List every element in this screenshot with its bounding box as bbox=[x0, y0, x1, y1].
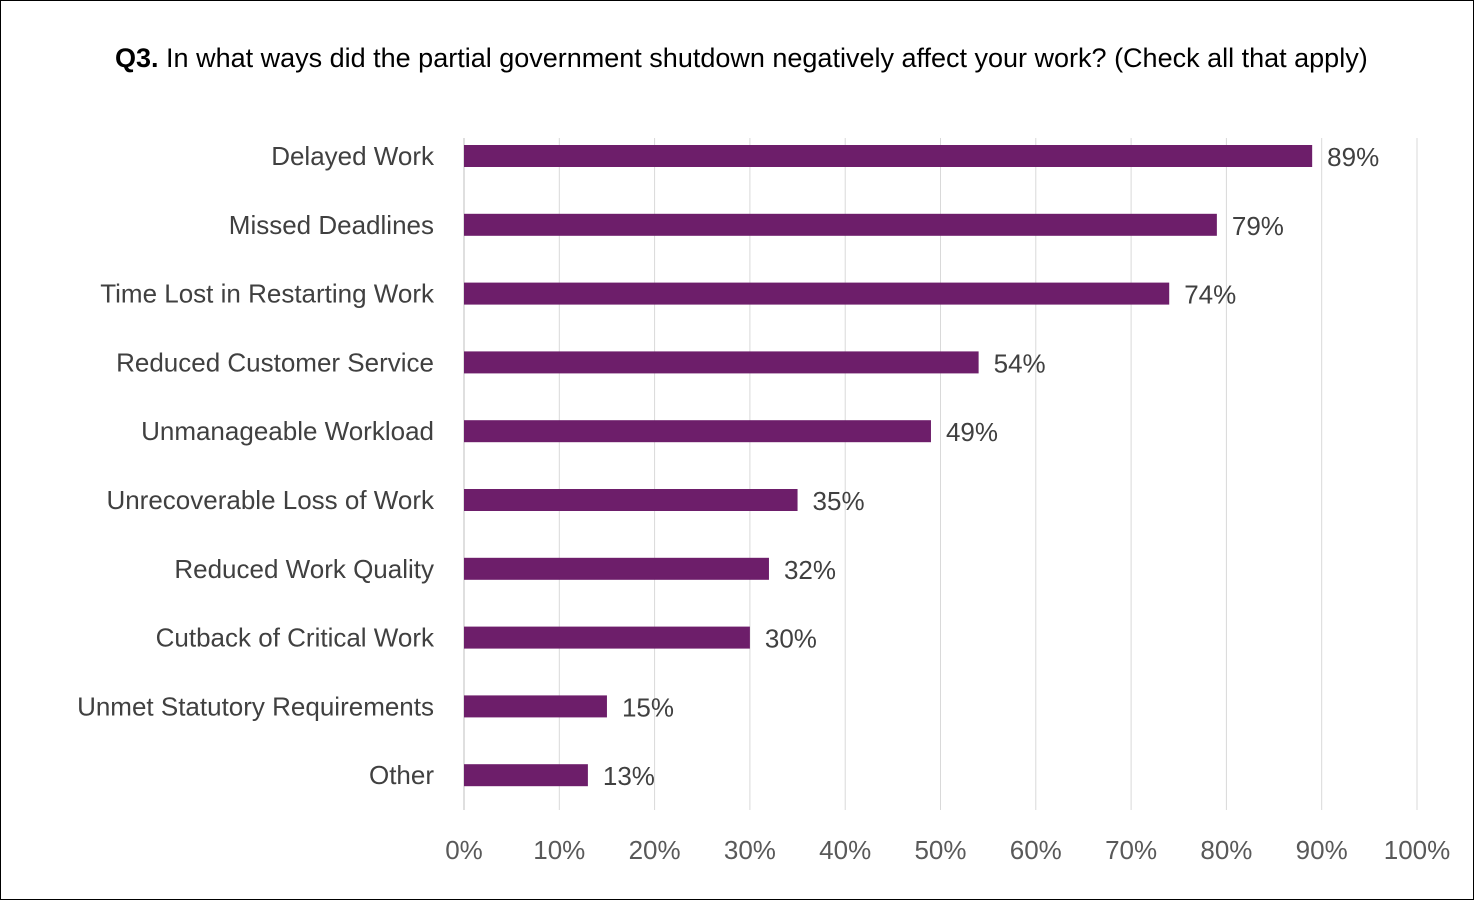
category-label: Reduced Customer Service bbox=[116, 347, 434, 377]
bar bbox=[464, 557, 769, 580]
category-label: Unmet Statutory Requirements bbox=[77, 691, 434, 721]
category-label: Unmanageable Workload bbox=[141, 416, 434, 446]
bar bbox=[464, 213, 1217, 236]
category-label: Cutback of Critical Work bbox=[156, 623, 435, 653]
x-tick-label: 40% bbox=[819, 835, 871, 865]
data-label: 79% bbox=[1232, 211, 1284, 241]
data-label: 30% bbox=[765, 624, 817, 654]
x-tick-label: 20% bbox=[629, 835, 681, 865]
x-tick-label: 30% bbox=[724, 835, 776, 865]
category-label: Delayed Work bbox=[271, 141, 435, 171]
data-label: 15% bbox=[622, 692, 674, 722]
x-tick-label: 90% bbox=[1296, 835, 1348, 865]
data-label: 54% bbox=[994, 348, 1046, 378]
data-label: 35% bbox=[813, 486, 865, 516]
bar bbox=[464, 145, 1313, 167]
bar bbox=[464, 764, 588, 787]
category-label: Missed Deadlines bbox=[229, 210, 434, 240]
category-label: Time Lost in Restarting Work bbox=[100, 279, 435, 309]
data-label: 74% bbox=[1184, 280, 1236, 310]
data-label: 32% bbox=[784, 555, 836, 585]
data-label: 89% bbox=[1327, 142, 1379, 172]
bar bbox=[464, 695, 607, 718]
bar bbox=[464, 351, 979, 374]
category-label: Reduced Work Quality bbox=[174, 554, 434, 584]
data-label: 49% bbox=[946, 417, 998, 447]
bar bbox=[464, 626, 750, 649]
question-number: Q3. bbox=[115, 43, 159, 73]
bar bbox=[464, 489, 798, 511]
category-label: Unrecoverable Loss of Work bbox=[106, 485, 435, 515]
x-tick-label: 60% bbox=[1010, 835, 1062, 865]
bar-chart: Delayed Work 89% Missed Deadlines 79% Time L… bbox=[77, 138, 1451, 865]
question-text: In what ways did the partial government … bbox=[166, 43, 1368, 73]
category-label: Other bbox=[369, 760, 434, 790]
bar bbox=[464, 282, 1170, 305]
bar bbox=[464, 420, 931, 443]
x-tick-label: 50% bbox=[914, 835, 966, 865]
x-tick-label: 70% bbox=[1105, 835, 1157, 865]
data-label: 13% bbox=[603, 761, 655, 791]
x-tick-label: 0% bbox=[445, 835, 483, 865]
x-tick-label: 10% bbox=[533, 835, 585, 865]
chart-title: Q3. In what ways did the partial governm… bbox=[115, 38, 1435, 78]
x-tick-label: 100% bbox=[1384, 835, 1451, 865]
x-tick-label: 80% bbox=[1200, 835, 1252, 865]
